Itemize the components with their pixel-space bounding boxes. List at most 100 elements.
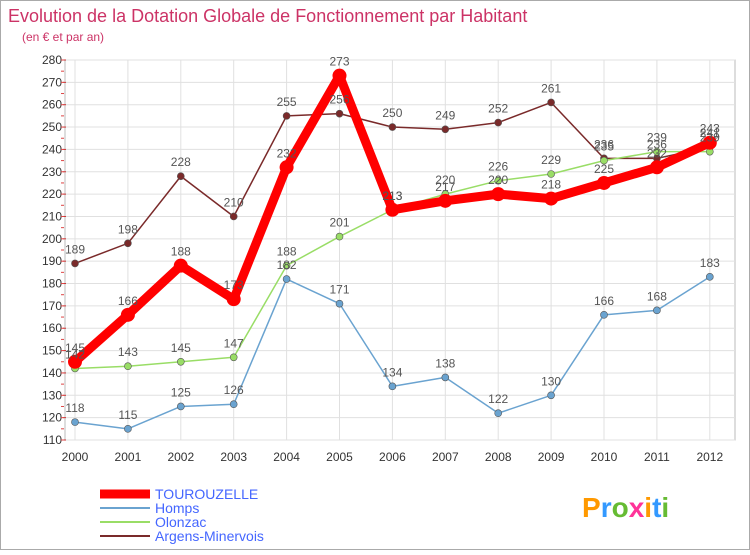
y-tick-label: 240	[42, 142, 62, 156]
data-label-tourouzelle: 232	[647, 146, 667, 160]
data-label-tourouzelle: 213	[382, 189, 402, 203]
proxiti-logo: Proxiti	[582, 492, 669, 523]
data-label-homps: 182	[277, 258, 297, 272]
data-label-olonzac: 201	[329, 216, 349, 230]
point-argens-minervois	[229, 212, 238, 221]
point-argens-minervois	[282, 112, 291, 120]
point-homps	[653, 306, 661, 315]
y-tick-label: 230	[42, 165, 62, 179]
y-tick-label: 200	[42, 232, 62, 246]
proxiti-logo-text: Proxiti	[582, 492, 669, 523]
data-label-argens-minervois: 236	[647, 137, 667, 151]
data-label-tourouzelle: 243	[700, 122, 720, 136]
data-label-homps: 168	[647, 289, 667, 303]
data-label-argens-minervois: 250	[382, 106, 402, 120]
data-label-olonzac: 229	[541, 153, 561, 167]
chart-subtitle: (en € et par an)	[22, 30, 104, 44]
x-tick-label: 2004	[273, 450, 300, 464]
data-label-tourouzelle: 173	[224, 278, 244, 292]
x-tick-label: 2010	[591, 450, 618, 464]
x-tick-label: 2000	[62, 450, 89, 464]
data-label-tourouzelle: 188	[171, 245, 191, 259]
point-olonzac	[494, 176, 503, 185]
y-tick-label: 180	[42, 277, 62, 291]
point-homps	[494, 409, 503, 417]
label-layer: 189 198 228 210 255 256 250 249 252 261 236 236 241 1…	[65, 55, 720, 422]
point-argens-minervois	[494, 118, 503, 127]
x-tick-label: 2005	[326, 450, 353, 464]
x-tick-label: 2011	[644, 450, 670, 464]
point-olonzac	[124, 362, 132, 371]
x-tick-label: 2003	[220, 450, 247, 464]
x-tick-label: 2007	[432, 450, 459, 464]
x-tick-label: 2001	[115, 450, 142, 464]
legend: TOUROUZELLE Homps Olonzac Argens-Minervo…	[100, 486, 264, 544]
point-argens-minervois	[388, 123, 397, 131]
x-tick-label: 2002	[167, 450, 194, 464]
data-label-homps: 138	[435, 356, 455, 370]
y-tick-label: 130	[42, 388, 62, 402]
x-tick-label: 2008	[485, 450, 512, 464]
x-tick-label: 2006	[379, 450, 406, 464]
point-tourouzelle	[68, 354, 82, 369]
point-argens-minervois	[441, 125, 450, 134]
data-label-tourouzelle: 166	[118, 294, 138, 308]
point-tourouzelle	[702, 135, 717, 150]
y-tick-label: 160	[42, 321, 62, 335]
point-tourouzelle	[226, 292, 241, 307]
point-tourouzelle	[332, 68, 347, 83]
data-label-homps: 115	[118, 408, 137, 422]
data-label-tourouzelle: 218	[541, 178, 561, 192]
data-label-homps: 134	[382, 365, 402, 379]
data-label-olonzac: 213	[382, 189, 402, 203]
point-olonzac	[653, 147, 661, 156]
data-label-olonzac: 220	[435, 173, 455, 187]
point-tourouzelle	[438, 193, 453, 208]
data-label-argens-minervois: 228	[171, 155, 191, 169]
point-argens-minervois	[177, 172, 185, 181]
data-label-homps: 125	[171, 385, 191, 399]
data-label-tourouzelle: 273	[329, 55, 349, 69]
y-tick-label: 120	[42, 411, 62, 425]
data-label-olonzac: 235	[594, 140, 614, 154]
y-tick-label: 190	[42, 254, 62, 268]
point-tourouzelle	[385, 202, 400, 217]
point-argens-minervois	[71, 259, 79, 268]
x-tick-label: 2009	[538, 450, 565, 464]
y-tick-label: 170	[42, 299, 62, 313]
data-label-tourouzelle: 232	[277, 146, 297, 160]
data-label-olonzac: 142	[65, 347, 85, 361]
data-label-olonzac: 147	[224, 336, 244, 350]
data-label-homps: 171	[329, 283, 349, 297]
point-tourouzelle	[649, 160, 664, 175]
y-tick-label: 260	[42, 98, 62, 112]
data-label-tourouzelle: 217	[435, 180, 455, 194]
point-tourouzelle	[491, 187, 506, 202]
data-label-homps: 118	[65, 401, 84, 415]
point-olonzac	[177, 357, 185, 366]
point-olonzac	[600, 156, 608, 165]
point-tourouzelle	[544, 191, 559, 206]
point-argens-minervois	[547, 98, 555, 107]
point-olonzac	[229, 353, 238, 362]
point-olonzac	[547, 170, 555, 178]
y-tick-label: 280	[42, 53, 62, 67]
data-label-olonzac: 226	[488, 160, 508, 174]
data-label-argens-minervois: 252	[488, 102, 508, 116]
point-homps	[705, 273, 714, 281]
y-tick-label: 110	[43, 433, 62, 447]
y-tick-label: 140	[42, 366, 62, 380]
point-homps	[547, 391, 555, 400]
series-layer	[68, 68, 717, 433]
data-label-argens-minervois: 198	[118, 222, 138, 236]
data-label-olonzac: 239	[647, 131, 667, 145]
data-label-tourouzelle: 225	[594, 162, 614, 176]
y-tick-label: 150	[42, 344, 62, 358]
data-label-olonzac: 145	[171, 341, 191, 355]
point-homps	[600, 311, 608, 319]
point-homps	[229, 400, 238, 409]
data-label-argens-minervois: 189	[65, 242, 85, 256]
